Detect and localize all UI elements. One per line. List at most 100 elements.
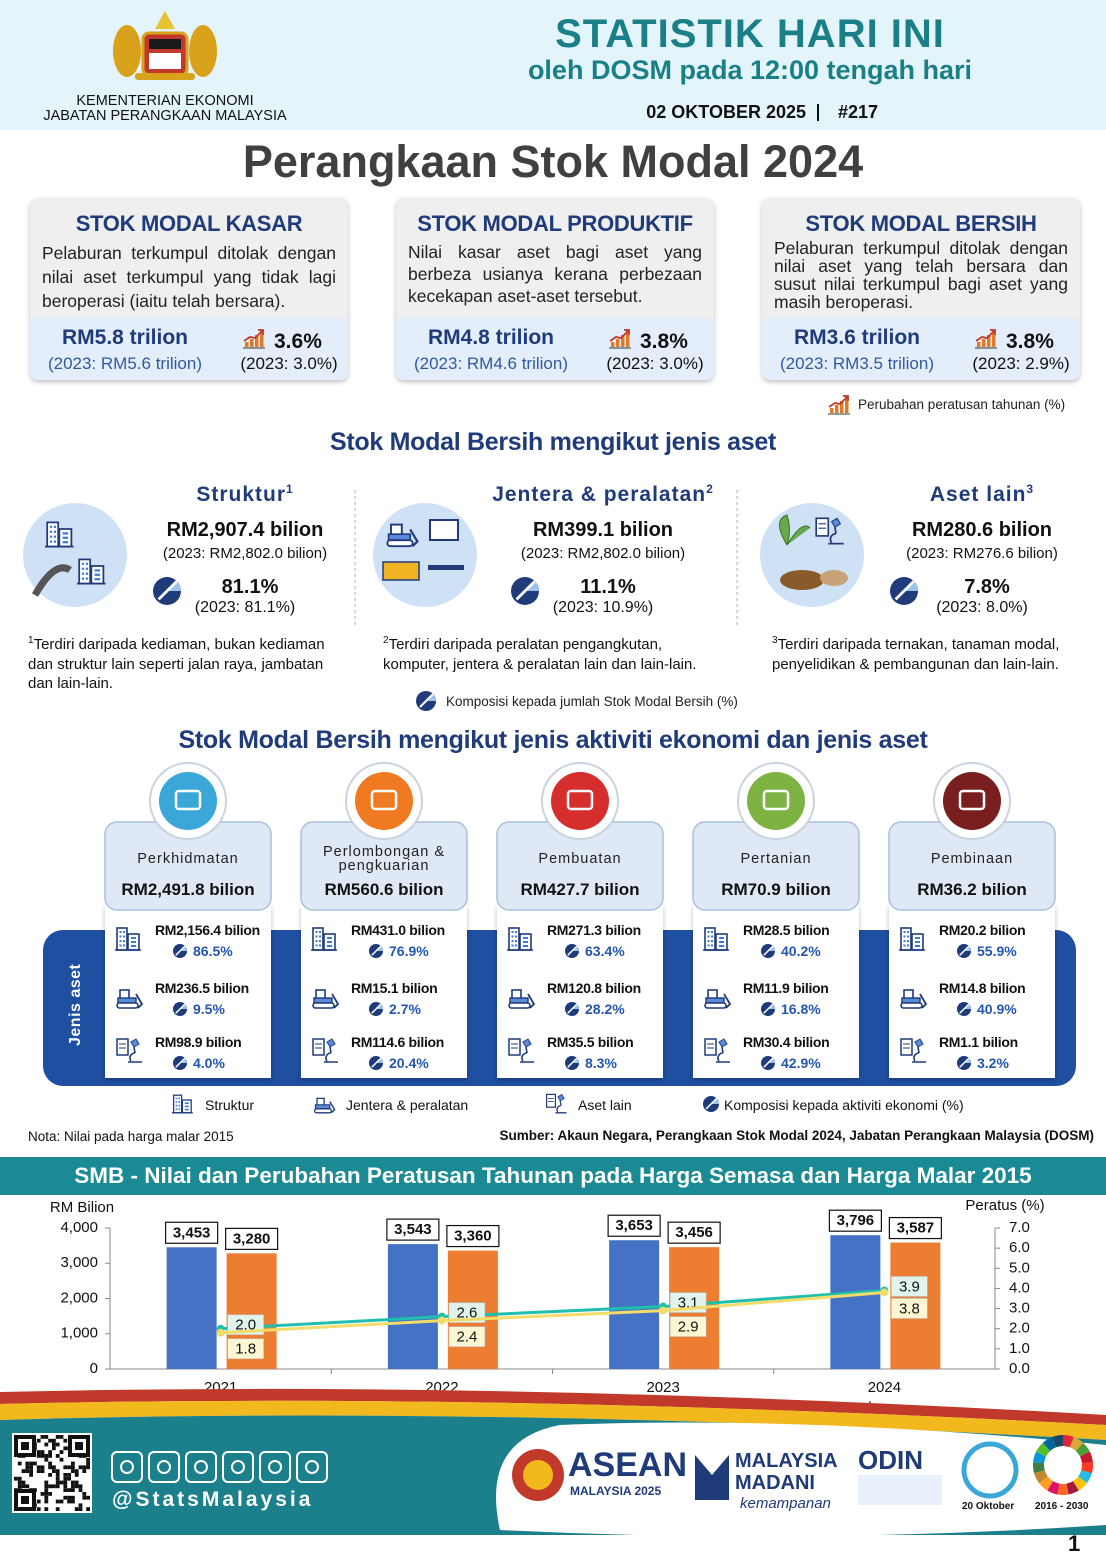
share-icon-cut: [175, 1057, 186, 1068]
icon-window: [49, 525, 53, 528]
asset-row-value: RM14.8 bilion: [939, 980, 1026, 996]
asset-row-share: 40.2%: [781, 943, 821, 959]
card-top: [396, 198, 714, 318]
social-icon: [185, 1451, 217, 1483]
icon-part: [313, 1108, 333, 1114]
sdg-wheel: [1078, 1470, 1092, 1484]
crest: [113, 11, 217, 80]
bar-label-box: [667, 1221, 721, 1244]
sdg-wheel: [1080, 1451, 1093, 1464]
qr-cell: [36, 1507, 41, 1511]
icon-window: [515, 940, 517, 942]
line-label: 2.0: [235, 1317, 256, 1334]
asset-note-mark: 2: [706, 482, 714, 496]
asset-name-text: Struktur: [196, 483, 286, 506]
icon-window: [85, 562, 88, 565]
chart-title-bar: [0, 1157, 1106, 1195]
icon-window: [515, 944, 517, 947]
bar-label: 3,360: [454, 1228, 492, 1245]
line-label: 3.9: [899, 1278, 920, 1295]
y-tick-label: 4,000: [60, 1219, 98, 1236]
crest-part: [149, 39, 181, 49]
icon-window: [315, 944, 318, 947]
line-label-box: [227, 1338, 264, 1360]
department: JABATAN PERANGKAAN MALAYSIA: [43, 108, 287, 124]
qr-cell: [29, 1473, 33, 1477]
card-description: Pelaburan terkumpul ditolak dengan nilai…: [42, 243, 336, 311]
activity-total: RM2,491.8 bilion: [121, 880, 255, 899]
footnote-mark: 1: [28, 635, 34, 646]
icon-window: [907, 931, 909, 933]
qr-cell: [86, 1461, 90, 1466]
icon-window: [49, 535, 53, 538]
qr-cell: [59, 1457, 64, 1462]
icon-window: [178, 1104, 180, 1107]
header-subtitle: oleh DOSM pada 12:00 tengah hari: [527, 55, 973, 85]
asset-previous-share: (2023: 81.1%): [194, 599, 296, 616]
other-asset-icon: [116, 1038, 142, 1063]
footer-logo-area: [496, 1422, 1106, 1537]
qr-cell: [78, 1465, 83, 1470]
icon-part: [815, 517, 830, 537]
social-icon: [296, 1451, 328, 1483]
qr-cell: [17, 1484, 22, 1489]
qr-cell: [40, 1435, 45, 1439]
icon-window: [119, 935, 122, 938]
bar-label: 3,653: [615, 1217, 653, 1234]
line-point: [880, 1288, 889, 1297]
footer-bottom: [0, 1535, 1106, 1559]
icon-window: [62, 536, 69, 539]
y2-tick-label: 1.0: [1009, 1340, 1030, 1357]
icon-part: [128, 1046, 142, 1063]
machinery-icon: [386, 523, 419, 548]
machinery-icon: [313, 1097, 336, 1114]
madani-logo: [695, 1455, 729, 1500]
activity-icon: [551, 772, 609, 830]
qr-cell: [55, 1476, 60, 1481]
qr-cell: [74, 1484, 79, 1489]
qr-cell: [52, 1446, 56, 1451]
asset-row-value: RM1.1 bilion: [939, 1034, 1018, 1050]
line-point: [659, 1306, 668, 1315]
icon-arrow: [243, 329, 264, 342]
icon-window: [711, 944, 713, 947]
icon-part: [409, 528, 419, 547]
social-glyph: [231, 1460, 245, 1474]
y-axis-label: RM Bilion: [50, 1199, 114, 1216]
qr-cell: [48, 1454, 52, 1458]
icon-part: [312, 1002, 335, 1009]
date: 02 OKTOBER 2025: [646, 102, 806, 122]
icon-window: [327, 945, 332, 947]
icon-window: [907, 935, 909, 938]
icon-window: [175, 1097, 178, 1100]
share-icon-cut: [567, 945, 578, 956]
qr-cell: [55, 1499, 60, 1504]
qr-cell: [55, 1473, 60, 1477]
qr-cell: [44, 1492, 49, 1496]
asset-row-share: 55.9%: [977, 943, 1017, 959]
qr-cell: [29, 1465, 33, 1470]
asset-row-value: RM271.3 bilion: [547, 922, 641, 938]
qr-cell: [25, 1484, 30, 1489]
line-label-box: [448, 1326, 486, 1347]
share-icon-cut: [959, 945, 970, 956]
asset-row-value: RM11.9 bilion: [743, 980, 829, 996]
qr-cell: [44, 1480, 49, 1485]
icon-part: [508, 1002, 531, 1009]
icon-window: [123, 940, 125, 942]
share-icon-cut: [567, 1057, 578, 1068]
icon-window: [81, 572, 85, 575]
x-tick-label: 2023: [646, 1379, 679, 1396]
icon-window: [907, 944, 909, 947]
icon-window: [719, 937, 724, 939]
building-icon: [45, 521, 74, 548]
footnote-text: Terdiri daripada ternakan, tanaman modal…: [772, 636, 1060, 673]
footnote-mark: 3: [772, 635, 778, 646]
qr-cell: [33, 1461, 37, 1466]
share-icon-cut: [763, 945, 774, 956]
qr-cell: [71, 1461, 75, 1466]
icon-window: [719, 941, 724, 943]
line-label: 2.9: [678, 1319, 699, 1336]
qr-cell: [14, 1476, 18, 1481]
qr-cell: [17, 1480, 22, 1485]
